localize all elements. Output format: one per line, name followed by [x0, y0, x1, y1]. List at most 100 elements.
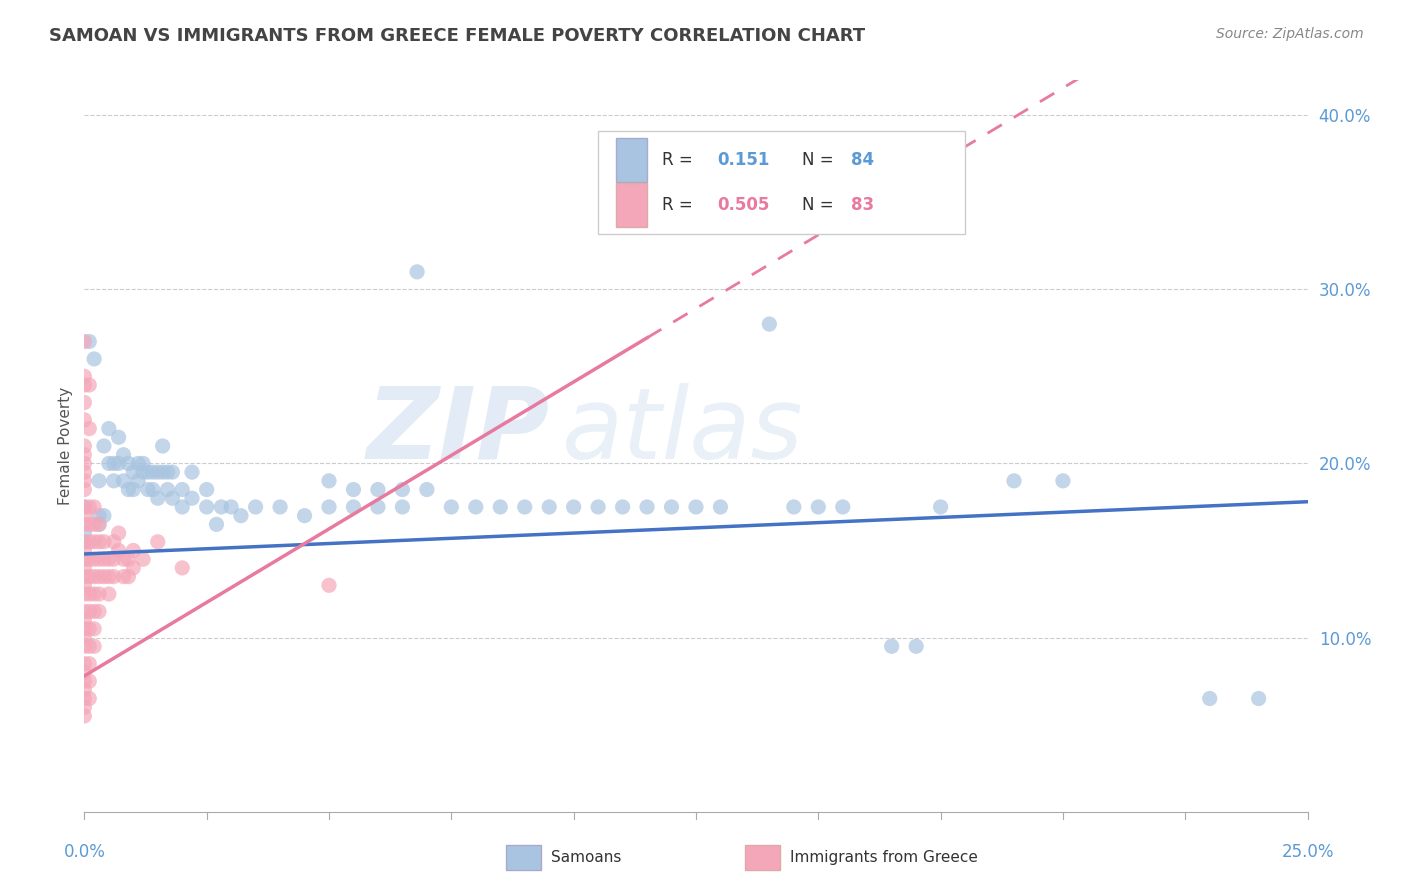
Point: [97, 587, 120, 601]
Point: [112, 552, 135, 566]
Point: [83, 552, 105, 566]
Point: [929, 500, 952, 514]
Text: Source: ZipAtlas.com: Source: ZipAtlas.com: [1216, 27, 1364, 41]
Point: [269, 500, 291, 514]
Point: [831, 500, 853, 514]
Point: [87, 604, 110, 618]
Point: [73, 474, 96, 488]
Point: [93, 552, 115, 566]
Point: [440, 500, 463, 514]
Point: [77, 587, 100, 601]
Point: [1052, 474, 1074, 488]
Point: [97, 457, 120, 471]
Point: [73, 517, 96, 532]
Point: [709, 500, 731, 514]
Point: [586, 500, 609, 514]
Point: [73, 613, 96, 627]
Point: [73, 439, 96, 453]
Point: [391, 483, 413, 497]
Point: [73, 587, 96, 601]
Point: [73, 457, 96, 471]
Point: [152, 465, 174, 479]
Point: [73, 534, 96, 549]
Point: [87, 587, 110, 601]
Point: [229, 508, 252, 523]
Point: [73, 369, 96, 384]
Point: [73, 395, 96, 409]
Point: [73, 631, 96, 645]
Point: [83, 640, 105, 654]
Point: [73, 534, 96, 549]
Point: [107, 543, 129, 558]
Point: [391, 500, 413, 514]
Point: [406, 265, 429, 279]
Point: [97, 421, 120, 435]
Point: [77, 534, 100, 549]
Point: [103, 552, 125, 566]
Point: [93, 439, 115, 453]
Text: R =: R =: [662, 196, 697, 214]
Point: [117, 483, 139, 497]
Point: [77, 421, 100, 435]
Point: [93, 534, 115, 549]
Point: [83, 622, 105, 636]
Point: [758, 317, 780, 331]
Point: [112, 474, 135, 488]
Point: [73, 578, 96, 592]
Point: [661, 500, 683, 514]
Point: [77, 334, 100, 349]
Point: [83, 587, 105, 601]
Point: [122, 543, 145, 558]
Text: Immigrants from Greece: Immigrants from Greece: [790, 850, 979, 864]
Point: [181, 491, 204, 506]
Point: [132, 552, 155, 566]
Point: [97, 552, 120, 566]
Point: [107, 457, 129, 471]
Point: [73, 413, 96, 427]
Point: [562, 500, 585, 514]
Point: [73, 500, 96, 514]
Point: [77, 552, 100, 566]
Point: [73, 378, 96, 392]
Point: [77, 622, 100, 636]
Point: [73, 665, 96, 680]
Point: [117, 552, 139, 566]
Point: [1198, 691, 1220, 706]
Point: [87, 517, 110, 532]
Point: [73, 561, 96, 575]
Point: [132, 465, 155, 479]
Point: [122, 483, 145, 497]
Point: [103, 569, 125, 583]
Point: [112, 569, 135, 583]
Point: [195, 483, 218, 497]
Point: [93, 569, 115, 583]
Point: [73, 543, 96, 558]
Point: [83, 517, 105, 532]
Point: [146, 465, 169, 479]
Point: [87, 552, 110, 566]
Text: 83: 83: [851, 196, 875, 214]
Point: [73, 334, 96, 349]
Point: [416, 483, 439, 497]
Point: [1002, 474, 1025, 488]
Point: [73, 604, 96, 618]
Point: [880, 640, 903, 654]
Text: atlas: atlas: [561, 383, 803, 480]
Point: [209, 500, 232, 514]
Text: N =: N =: [803, 196, 839, 214]
Point: [77, 691, 100, 706]
Point: [73, 483, 96, 497]
Point: [83, 351, 105, 366]
Point: [127, 474, 149, 488]
Point: [73, 448, 96, 462]
Point: [73, 500, 96, 514]
Text: ZIP: ZIP: [366, 383, 550, 480]
Point: [103, 474, 125, 488]
Point: [162, 465, 184, 479]
Point: [77, 604, 100, 618]
Point: [73, 465, 96, 479]
Point: [127, 457, 149, 471]
Point: [181, 465, 204, 479]
Point: [73, 508, 96, 523]
Point: [73, 700, 96, 714]
